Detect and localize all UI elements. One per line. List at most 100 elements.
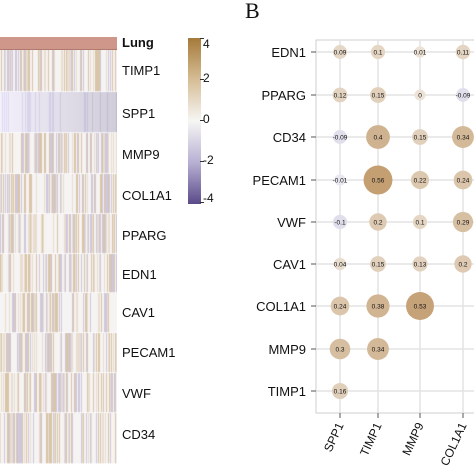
correlation-value-label: 0.1 xyxy=(373,49,382,56)
colorbar-tick-label: -2 xyxy=(203,153,214,167)
row-label: VWF xyxy=(277,215,306,230)
column-label: MMP9 xyxy=(399,420,426,458)
gene-label-pecam1: PECAM1 xyxy=(122,345,176,360)
colorbar-tick-mark xyxy=(200,79,204,80)
gene-label-timp1: TIMP1 xyxy=(122,63,161,78)
correlation-dot xyxy=(412,129,428,145)
correlation-value-label: 0.09 xyxy=(334,49,347,56)
correlation-dot xyxy=(370,87,386,103)
row-label: CAV1 xyxy=(273,257,306,272)
correlation-value-label: 0.34 xyxy=(457,134,470,141)
colorbar-tick-mark xyxy=(200,38,204,39)
correlation-value-label: 0.15 xyxy=(372,261,385,268)
correlation-dot xyxy=(366,125,390,149)
correlation-dot xyxy=(455,44,471,60)
correlation-value-label: 0.53 xyxy=(414,303,427,310)
heatmap-canvas xyxy=(0,37,117,464)
colorbar-tick-mark xyxy=(200,161,204,162)
gene-label-pparg: PPARG xyxy=(122,228,167,243)
correlation-dot xyxy=(412,214,428,230)
correlation-value-label: -0.01 xyxy=(333,177,348,184)
gene-label-vwf: VWF xyxy=(122,386,151,401)
row-label: TIMP1 xyxy=(268,384,306,399)
correlation-dot xyxy=(333,257,347,271)
lung-group-bar xyxy=(0,37,117,50)
colorbar-tick-label: 0 xyxy=(203,112,210,126)
correlation-dot xyxy=(406,292,434,320)
correlation-dot xyxy=(334,174,346,186)
correlation-dot xyxy=(454,255,472,273)
correlation-dot xyxy=(412,256,428,272)
correlation-value-label: 0.2 xyxy=(458,261,467,268)
row-label: PPARG xyxy=(261,88,306,103)
correlation-value-label: 0.56 xyxy=(372,177,385,184)
correlation-dot xyxy=(366,294,390,318)
gene-label-cav1: CAV1 xyxy=(122,305,155,320)
gene-label-spp1: SPP1 xyxy=(122,106,156,121)
correlation-value-label: 0.24 xyxy=(457,177,470,184)
correlation-value-label: 0 xyxy=(418,92,422,99)
colorbar-tick-mark xyxy=(200,120,204,121)
gene-label-cd34: CD34 xyxy=(122,427,156,442)
column-label: COL1A1 xyxy=(438,420,470,468)
correlation-dot xyxy=(414,89,426,101)
correlation-value-label: 0.1 xyxy=(415,219,424,226)
correlation-value-label: 0.22 xyxy=(414,177,427,184)
row-label: CD34 xyxy=(273,130,306,145)
correlation-dot xyxy=(370,44,386,60)
correlation-dot xyxy=(452,126,474,148)
colorbar-tick-mark xyxy=(200,202,204,203)
correlation-value-label: 0.3 xyxy=(335,346,344,353)
correlation-dot xyxy=(333,45,347,59)
correlation-value-label: 0.29 xyxy=(457,219,470,226)
correlation-value-label: 0.11 xyxy=(457,49,470,56)
correlation-dot xyxy=(333,130,347,144)
gene-label-edn1: EDN1 xyxy=(122,267,157,282)
gene-label-col1a1: COL1A1 xyxy=(122,188,172,203)
row-label: PECAM1 xyxy=(253,173,306,188)
correlation-value-label: 0.38 xyxy=(372,303,385,310)
correlation-value-label: 0.2 xyxy=(373,219,382,226)
correlation-value-label: 0.16 xyxy=(334,388,347,395)
colorbar-tick-label: 4 xyxy=(203,37,210,51)
correlation-dot xyxy=(410,170,430,190)
correlation-value-label: 0.13 xyxy=(414,261,427,268)
correlation-dot xyxy=(367,338,389,360)
correlation-value-label: 0.4 xyxy=(373,134,382,141)
correlation-dot xyxy=(363,165,393,195)
row-label: EDN1 xyxy=(271,45,306,60)
plot-frame xyxy=(315,39,474,414)
column-label: TIMP1 xyxy=(357,420,385,458)
correlation-value-label: 0.01 xyxy=(414,49,427,56)
correlation-value-label: 0.15 xyxy=(372,92,385,99)
correlation-dot xyxy=(332,214,348,230)
correlation-dot xyxy=(330,296,350,316)
correlation-dot xyxy=(456,88,470,102)
correlation-dot xyxy=(329,338,351,360)
correlation-dot xyxy=(452,211,474,233)
column-label: SPP1 xyxy=(321,420,347,454)
panel-letter-b: B xyxy=(245,0,260,23)
correlation-dot xyxy=(369,213,387,231)
correlation-dot xyxy=(332,87,348,103)
correlation-value-label: 0.12 xyxy=(334,92,347,99)
correlation-value-label: 0.15 xyxy=(414,134,427,141)
correlation-value-label: -0.1 xyxy=(334,219,346,226)
heatmap-colorbar xyxy=(188,38,201,204)
heatmap-strip xyxy=(0,37,117,464)
row-label: MMP9 xyxy=(268,342,306,357)
correlation-value-label: 0.04 xyxy=(334,261,347,268)
correlation-value-label: 0.34 xyxy=(372,346,385,353)
correlation-dot xyxy=(453,170,473,190)
correlation-value-label: -0.09 xyxy=(333,134,348,141)
row-label: COL1A1 xyxy=(256,299,306,314)
correlation-dot xyxy=(331,382,349,400)
colorbar-tick-label: 2 xyxy=(203,71,210,85)
lung-group-label: Lung xyxy=(122,35,154,50)
correlation-dot xyxy=(370,256,386,272)
correlation-value-label: -0.09 xyxy=(456,92,471,99)
correlation-dot xyxy=(414,46,426,58)
colorbar-tick-label: -4 xyxy=(203,191,214,205)
correlation-value-label: 0.24 xyxy=(334,303,347,310)
